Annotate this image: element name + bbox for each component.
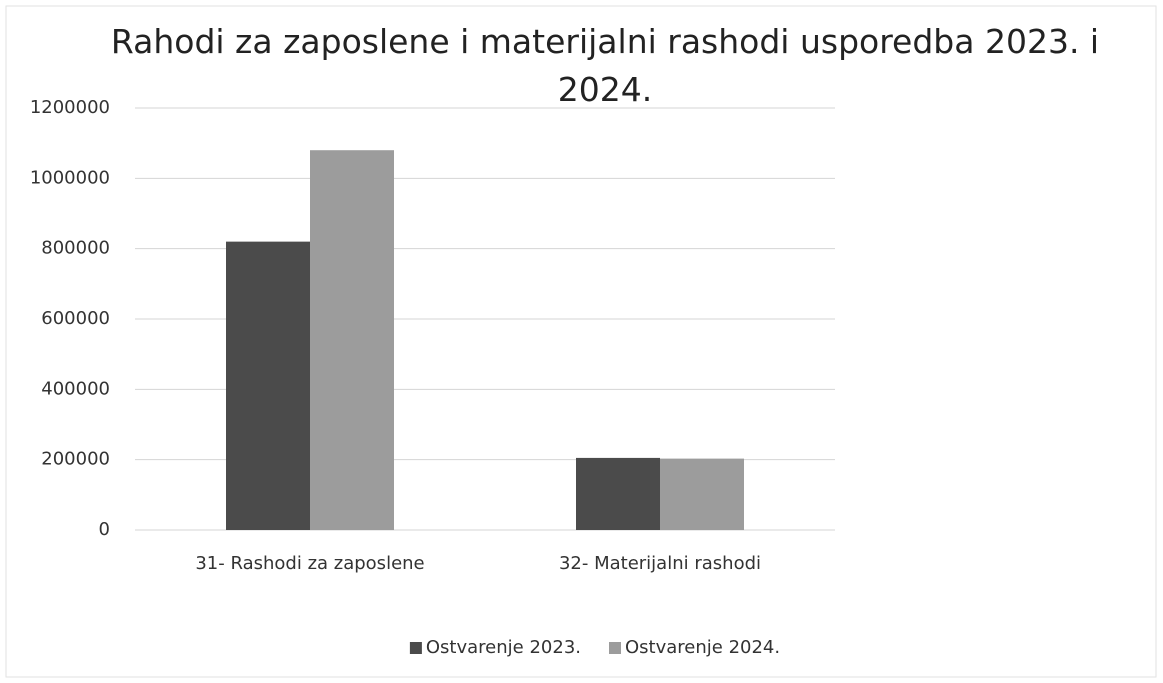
bar	[576, 457, 660, 530]
legend-label: Ostvarenje 2023.	[426, 637, 581, 658]
legend-swatch	[609, 642, 621, 654]
y-tick-label: 600000	[41, 308, 110, 329]
y-tick-label: 200000	[41, 449, 110, 470]
y-tick-label: 1000000	[30, 167, 110, 188]
y-tick-label: 1200000	[30, 97, 110, 118]
y-tick-label: 800000	[41, 238, 110, 259]
bar	[310, 150, 394, 530]
x-tick-label: 32- Materijalni rashodi	[559, 553, 761, 574]
bar	[226, 241, 310, 530]
x-tick-label: 31- Rashodi za zaposlene	[195, 553, 424, 574]
chart-border	[5, 5, 1157, 678]
y-tick-label: 0	[99, 519, 110, 540]
chart-title: Rahodi za zaposlene i materijalni rashod…	[110, 22, 1100, 109]
legend-label: Ostvarenje 2024.	[625, 637, 780, 658]
y-tick-label: 400000	[41, 378, 110, 399]
bar	[660, 458, 744, 530]
legend-swatch	[409, 642, 422, 654]
